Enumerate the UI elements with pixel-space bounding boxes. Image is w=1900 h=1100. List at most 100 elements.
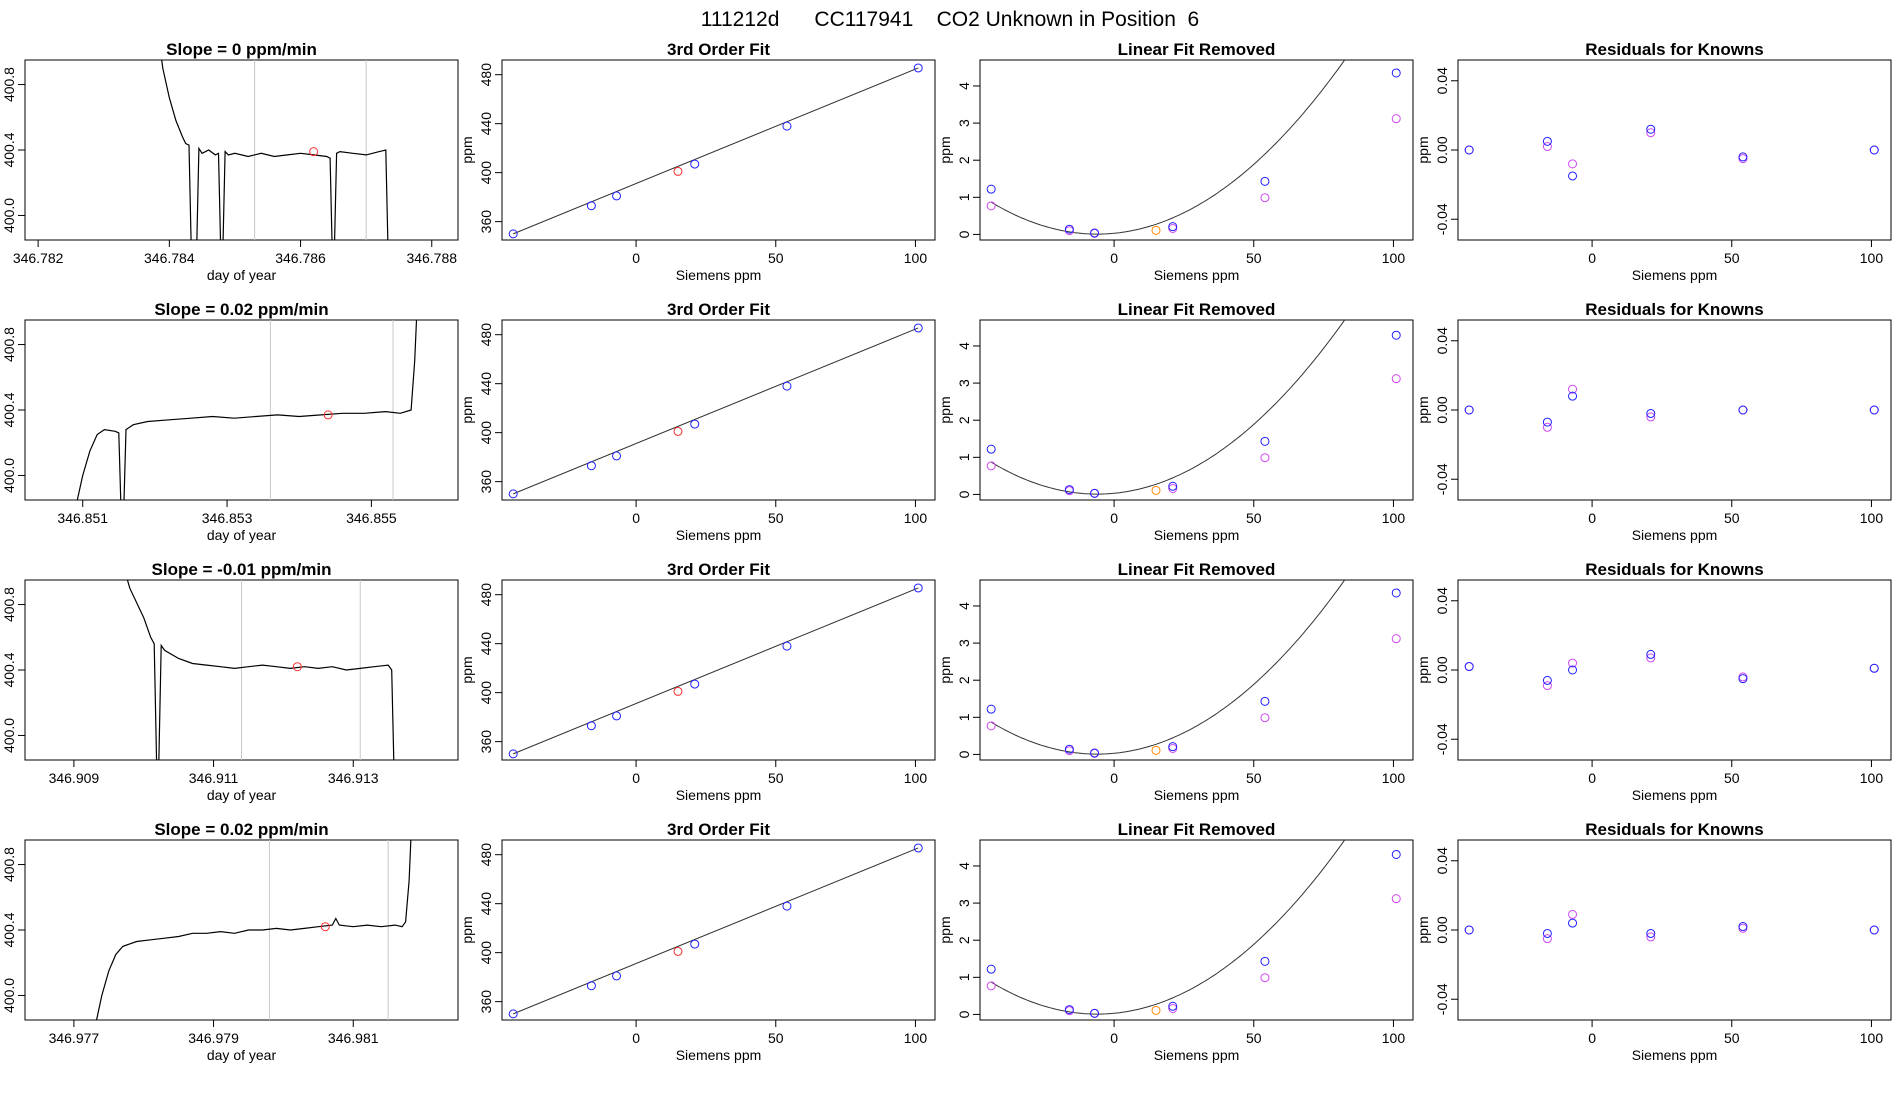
- chart8-magenta-point: [1542, 422, 1552, 432]
- chart8-panel: Residuals for Knowns 0 50 100 -0.04 0.00 0.04 S…: [1415, 300, 1892, 543]
- chart11-xtick-label: 100: [1382, 770, 1406, 786]
- chart4-magenta-point: [1646, 128, 1656, 138]
- chart14-frame: [501, 839, 936, 1021]
- chart4-frame: [1457, 59, 1892, 241]
- chart12-blue-point: [1464, 662, 1474, 672]
- chart12-plot-area: [1464, 649, 1879, 691]
- chart7-fit-curve: [990, 320, 1346, 495]
- chart15-xtick-label: 100: [1382, 1030, 1406, 1046]
- chart7-plot-area: [986, 320, 1401, 498]
- chart4-xlabel: Siemens ppm: [1632, 267, 1718, 283]
- chart15-plot-area: [986, 840, 1401, 1018]
- chart13-xtick-label: 346.977: [49, 1030, 100, 1046]
- chart2-ylabel: ppm: [459, 136, 475, 163]
- chart12-blue-point: [1568, 665, 1578, 675]
- chart12-magenta-point: [1646, 653, 1656, 663]
- chart10-plot-area: [508, 583, 923, 759]
- chart15-xlabel: Siemens ppm: [1154, 1047, 1240, 1063]
- chart3-ytick-label: 4: [956, 82, 972, 90]
- chart3-panel: Linear Fit Removed 0 50 100 0 1 2 3 4 Siemens ppm…: [937, 40, 1414, 283]
- chart4-title: Residuals for Knowns: [1585, 40, 1764, 59]
- chart7-frame: [979, 319, 1414, 501]
- chart7-magenta-point: [1168, 483, 1178, 493]
- chart5-panel: Slope = 0.02 ppm/min 346.851 346.853 346.85…: [1, 300, 459, 543]
- chart3-xtick-label: 100: [1382, 250, 1406, 266]
- chart3-plot-area: [986, 60, 1401, 238]
- chart12-xtick-label: 50: [1724, 770, 1740, 786]
- chart15-title: Linear Fit Removed: [1118, 820, 1276, 839]
- chart11-magenta-point: [1391, 634, 1401, 644]
- chart6-ylabel: ppm: [459, 396, 475, 423]
- chart2-xtick-label: 100: [904, 250, 928, 266]
- chart8-blue-point: [1738, 405, 1748, 415]
- chart13-plot-area: [95, 840, 412, 1020]
- chart10-blue-point: [690, 679, 700, 689]
- chart14-plot-area: [508, 843, 923, 1019]
- chart12-frame: [1457, 579, 1892, 761]
- chart16-ytick-label: -0.04: [1434, 983, 1450, 1015]
- chart16-xtick-label: 50: [1724, 1030, 1740, 1046]
- chart3-blue-point: [1064, 224, 1074, 234]
- chart11-ytick-label: 1: [956, 713, 972, 721]
- chart3-blue-point: [1168, 222, 1178, 232]
- chart3-orange-point: [1151, 225, 1161, 235]
- chart1-plot-area: [161, 60, 389, 240]
- chart14-panel: 3rd Order Fit 0 50 100 360 400 440 480 Siemens p…: [459, 820, 936, 1063]
- chart15-xtick-label: 0: [1110, 1030, 1118, 1046]
- chart12-magenta-point: [1542, 681, 1552, 691]
- chart4-xtick-label: 100: [1860, 250, 1884, 266]
- chart6-ytick-label: 360: [478, 470, 494, 494]
- chart6-blue-point: [612, 451, 622, 461]
- chart3-ytick-label: 3: [956, 119, 972, 127]
- chart5-ytick-label: 400.4: [1, 392, 17, 427]
- chart11-blue-point: [986, 704, 996, 714]
- chart12-ylabel: ppm: [1415, 656, 1431, 683]
- chart11-blue-point: [1260, 696, 1270, 706]
- chart9-xtick-label: 346.913: [328, 770, 379, 786]
- chart7-ytick-label: 0: [956, 490, 972, 498]
- chart14-blue-point: [690, 939, 700, 949]
- chart10-fit-line: [512, 587, 919, 755]
- chart11-ytick-label: 3: [956, 639, 972, 647]
- chart8-frame: [1457, 319, 1892, 501]
- chart2-blue-point: [508, 229, 518, 239]
- chart7-ytick-label: 2: [956, 416, 972, 424]
- chart5-xtick-label: 346.851: [57, 510, 108, 526]
- chart14-xtick-label: 50: [768, 1030, 784, 1046]
- chart1-ytick-label: 400.0: [1, 198, 17, 233]
- chart2-blue-point: [586, 201, 596, 211]
- chart15-ytick-label: 4: [956, 862, 972, 870]
- chart11-magenta-point: [1260, 713, 1270, 723]
- chart11-blue-point: [1064, 744, 1074, 754]
- chart4-blue-point: [1738, 152, 1748, 162]
- chart6-ytick-label: 480: [478, 323, 494, 347]
- chart9-plot-area: [126, 580, 395, 760]
- chart7-title: Linear Fit Removed: [1118, 300, 1276, 319]
- chart8-xtick-label: 100: [1860, 510, 1884, 526]
- chart9-ytick-label: 400.0: [1, 718, 17, 753]
- chart15-ytick-label: 3: [956, 899, 972, 907]
- chart11-magenta-point: [1168, 743, 1178, 753]
- chart7-blue-point: [986, 444, 996, 454]
- chart1-marker-point: [309, 147, 319, 157]
- chart6-ytick-label: 440: [478, 372, 494, 396]
- chart3-xlabel: Siemens ppm: [1154, 267, 1240, 283]
- chart11-blue-point: [1168, 742, 1178, 752]
- chart6-blue-point: [508, 489, 518, 499]
- chart10-blue-point: [586, 721, 596, 731]
- chart8-blue-point: [1869, 405, 1879, 415]
- chart10-xtick-label: 100: [904, 770, 928, 786]
- chart12-magenta-point: [1738, 672, 1748, 682]
- chart3-blue-point: [986, 184, 996, 194]
- chart2-blue-point: [690, 159, 700, 169]
- chart12-xlabel: Siemens ppm: [1632, 787, 1718, 803]
- chart15-blue-point: [1064, 1005, 1074, 1015]
- chart11-xtick-label: 50: [1246, 770, 1262, 786]
- chart4-blue-point: [1568, 171, 1578, 181]
- chart15-blue-point: [986, 964, 996, 974]
- chart13-trace-line: [95, 840, 412, 1020]
- chart11-fit-curve: [990, 580, 1346, 755]
- chart7-ytick-label: 4: [956, 342, 972, 350]
- chart1-trace-line: [161, 60, 389, 240]
